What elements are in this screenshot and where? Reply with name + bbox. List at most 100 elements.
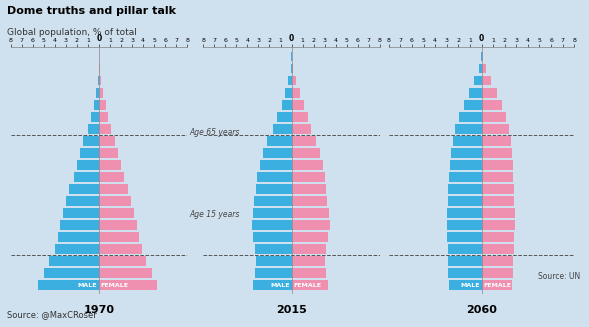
Bar	[292, 124, 312, 134]
Text: MALE: MALE	[78, 283, 97, 288]
Bar	[292, 196, 327, 206]
Bar	[58, 232, 99, 242]
Bar	[482, 232, 514, 242]
Text: 1970: 1970	[84, 305, 114, 316]
Bar	[98, 76, 99, 85]
Bar	[482, 136, 511, 146]
Bar	[482, 172, 514, 182]
Text: 2060: 2060	[466, 305, 497, 316]
Text: Age 15 years: Age 15 years	[190, 210, 240, 219]
Bar	[292, 184, 326, 194]
Bar	[99, 268, 152, 278]
Bar	[99, 124, 111, 134]
Bar	[451, 148, 482, 158]
Bar	[292, 100, 304, 110]
Text: MALE: MALE	[460, 283, 480, 288]
Bar	[60, 220, 99, 230]
Bar	[44, 268, 99, 278]
Bar	[255, 244, 292, 254]
Text: FEMALE: FEMALE	[483, 283, 511, 288]
Bar	[263, 148, 292, 158]
Text: 2015: 2015	[276, 305, 307, 316]
Bar	[479, 63, 482, 74]
Bar	[286, 88, 292, 97]
Bar	[253, 232, 292, 242]
Bar	[455, 124, 482, 134]
Bar	[84, 136, 99, 146]
Bar	[482, 256, 514, 266]
Bar	[448, 184, 482, 194]
Bar	[469, 88, 482, 97]
Bar	[482, 148, 512, 158]
Bar	[267, 136, 292, 146]
Bar	[464, 100, 482, 110]
Bar	[449, 160, 482, 170]
Bar	[252, 220, 292, 230]
Bar	[253, 280, 292, 290]
Bar	[99, 172, 124, 182]
Bar	[449, 280, 482, 290]
Bar	[448, 268, 482, 278]
Bar	[292, 63, 293, 74]
Bar	[447, 220, 482, 230]
Bar	[99, 100, 105, 110]
Bar	[292, 256, 325, 266]
Bar	[69, 184, 99, 194]
Bar	[99, 244, 142, 254]
Bar	[94, 100, 99, 110]
Bar	[260, 160, 292, 170]
Bar	[77, 160, 99, 170]
Bar	[49, 256, 99, 266]
Bar	[482, 280, 512, 290]
Bar	[99, 196, 131, 206]
Text: MALE: MALE	[270, 283, 290, 288]
Bar	[482, 208, 515, 218]
Bar	[474, 76, 482, 85]
Bar	[290, 63, 292, 74]
Bar	[482, 76, 491, 85]
Text: Source: @MaxCRoser: Source: @MaxCRoser	[7, 310, 97, 319]
Bar	[289, 76, 292, 85]
Bar	[99, 184, 128, 194]
Bar	[482, 244, 514, 254]
Bar	[55, 244, 99, 254]
Bar	[256, 256, 292, 266]
Bar	[447, 208, 482, 218]
Text: Age 65 years: Age 65 years	[190, 128, 240, 137]
Bar	[99, 220, 137, 230]
Bar	[99, 112, 108, 122]
Bar	[482, 100, 502, 110]
Bar	[452, 136, 482, 146]
Bar	[292, 268, 326, 278]
Bar	[449, 172, 482, 182]
Bar	[447, 232, 482, 242]
Bar	[253, 208, 292, 218]
Bar	[292, 244, 326, 254]
Bar	[292, 148, 320, 158]
Text: Global population, % of total: Global population, % of total	[7, 27, 137, 37]
Bar	[482, 160, 513, 170]
Bar	[292, 112, 307, 122]
Bar	[91, 112, 99, 122]
Bar	[292, 220, 330, 230]
Bar	[482, 268, 513, 278]
Bar	[292, 280, 328, 290]
Bar	[99, 160, 121, 170]
Bar	[99, 148, 118, 158]
Bar	[482, 184, 514, 194]
Bar	[482, 63, 486, 74]
Bar	[99, 88, 103, 97]
Bar	[292, 76, 296, 85]
Bar	[448, 244, 482, 254]
Bar	[257, 172, 292, 182]
Bar	[292, 88, 300, 97]
Bar	[99, 280, 157, 290]
Bar	[88, 124, 99, 134]
Bar	[99, 208, 134, 218]
Bar	[99, 136, 115, 146]
Bar	[448, 256, 482, 266]
Bar	[292, 136, 316, 146]
Bar	[66, 196, 99, 206]
Bar	[38, 280, 99, 290]
Bar	[99, 232, 139, 242]
